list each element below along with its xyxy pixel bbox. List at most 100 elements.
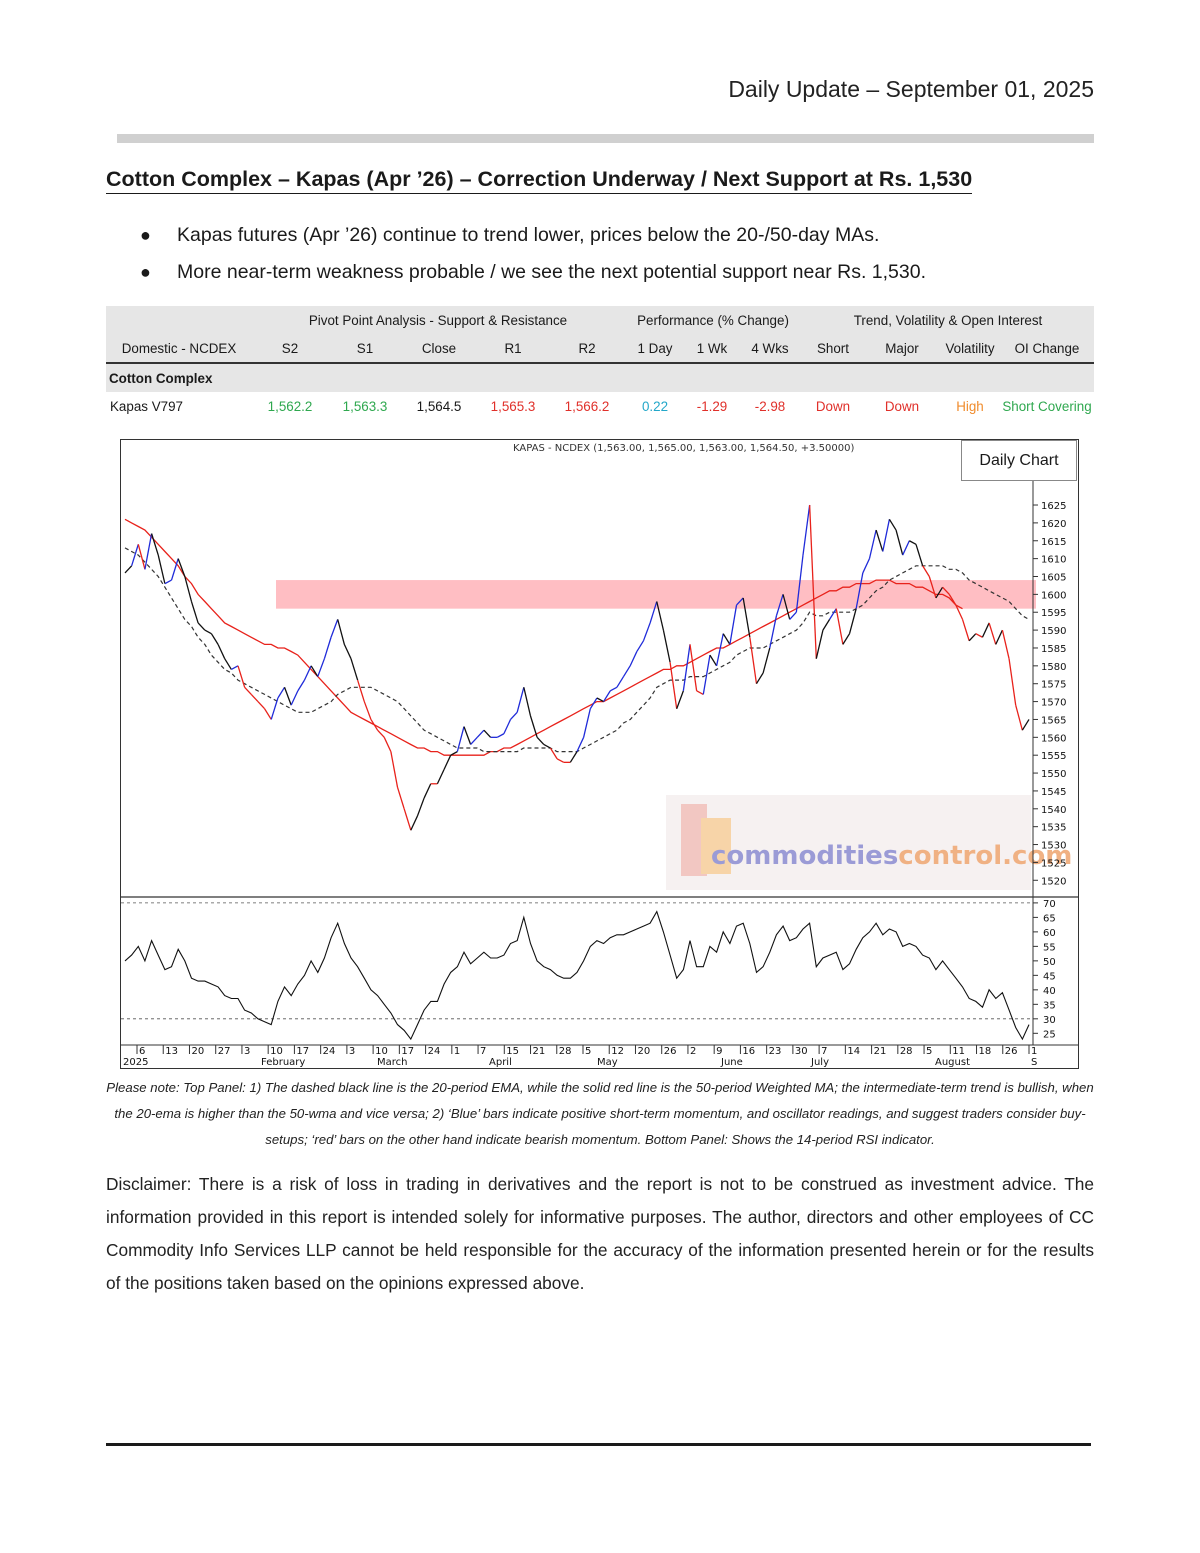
price-segment	[330, 619, 339, 638]
x-day-label: 12	[611, 1046, 624, 1057]
column-header: 1 Day	[624, 334, 686, 364]
x-day-label: 30	[795, 1046, 808, 1057]
price-tick-label: 1535	[1041, 823, 1066, 834]
column-header: Domestic - NCDEX	[106, 334, 252, 364]
bullet-item: ● Kapas futures (Apr ’26) continue to tre…	[140, 224, 880, 246]
bullet-dot-icon: ●	[140, 262, 151, 282]
x-day-label: 17	[296, 1046, 309, 1057]
price-segment	[403, 808, 412, 831]
group-header-performance: Performance (% Change)	[624, 306, 802, 334]
price-tick-label: 1565	[1041, 715, 1066, 726]
price-segment	[257, 701, 266, 710]
price-segment	[337, 619, 345, 645]
price-segment	[822, 619, 831, 631]
price-segment	[244, 686, 252, 695]
chart-type-label: Daily Chart	[961, 440, 1077, 481]
price-segment	[636, 640, 645, 652]
column-header: 4 Wks	[738, 334, 802, 364]
price-tick-label: 1580	[1041, 662, 1066, 673]
volatility-value: High	[956, 398, 984, 414]
price-tick-label: 1625	[1041, 501, 1066, 512]
price-tick-label: 1590	[1041, 626, 1066, 637]
price-segment	[815, 629, 824, 659]
x-month-label: August	[935, 1057, 970, 1068]
chart-header-text: KAPAS - NCDEX (1,563.00, 1,565.00, 1,563…	[513, 443, 854, 454]
price-segment	[177, 558, 186, 577]
price-segment	[715, 633, 724, 666]
report-date: Daily Update – September 01, 2025	[728, 76, 1094, 102]
x-day-label: 14	[847, 1046, 860, 1057]
bullet-item: ● More near-term weakness probable / we s…	[140, 261, 926, 283]
price-segment	[1008, 658, 1017, 706]
pivot-table: Pivot Point Analysis - Support & Resista…	[106, 306, 1094, 420]
price-segment	[224, 658, 232, 670]
report-title: Cotton Complex – Kapas (Apr ’26) – Corre…	[106, 167, 973, 194]
x-day-label: 17	[401, 1046, 414, 1057]
x-month-label: May	[597, 1057, 618, 1068]
price-segment	[317, 658, 326, 677]
rsi-tick-label: 70	[1043, 899, 1056, 910]
price-segment	[157, 554, 166, 584]
price-segment	[237, 665, 246, 688]
price-segment	[423, 783, 432, 799]
price-segment	[1015, 704, 1023, 731]
rsi-tick-label: 25	[1043, 1029, 1056, 1040]
price-segment	[137, 544, 146, 570]
chart-canvas: commoditiescontrol.com KAPAS - NCDEX (1,…	[121, 443, 1078, 1068]
price-segment	[842, 633, 851, 645]
price-segment	[676, 690, 684, 709]
x-day-label: 6	[139, 1046, 145, 1057]
column-header: S2	[252, 334, 328, 364]
price-segment	[190, 601, 199, 624]
price-segment	[131, 544, 139, 566]
price-segment	[802, 504, 811, 556]
x-day-label: 18	[979, 1046, 992, 1057]
price-segment	[483, 729, 492, 738]
price-segment	[729, 604, 738, 645]
x-month-label: S	[1031, 1057, 1037, 1068]
price-segment	[310, 665, 319, 677]
price-segment	[915, 544, 924, 566]
x-day-label: 28	[559, 1046, 572, 1057]
price-segment	[456, 726, 465, 752]
x-day-label: 24	[428, 1046, 441, 1057]
x-day-label: 16	[742, 1046, 755, 1057]
price-segment	[589, 697, 598, 710]
x-day-label: 7	[480, 1046, 486, 1057]
price-tick-label: 1540	[1041, 805, 1066, 816]
x-day-label: 20	[191, 1046, 204, 1057]
perf-4wks: -2.98	[754, 398, 786, 414]
table-row: Kapas V797 1,562.2 1,563.3 1,564.5 1,565…	[106, 392, 1094, 420]
price-segment	[150, 533, 159, 556]
price-segment	[795, 554, 804, 613]
price-segment	[955, 604, 964, 620]
x-day-label: 10	[270, 1046, 283, 1057]
bullet-dot-icon: ●	[140, 225, 151, 245]
price-segment	[682, 644, 691, 691]
price-segment	[450, 751, 458, 756]
price-segment	[942, 586, 950, 595]
header-divider	[117, 134, 1094, 143]
column-header: S1	[328, 334, 402, 364]
rsi-tick-label: 30	[1043, 1015, 1056, 1026]
price-segment	[736, 597, 744, 606]
x-day-label: 13	[165, 1046, 178, 1057]
x-month-label: July	[810, 1057, 829, 1068]
price-segment	[835, 608, 844, 645]
price-segment	[443, 754, 452, 770]
price-segment	[124, 565, 133, 574]
x-day-label: 10	[375, 1046, 388, 1057]
price-segment	[396, 787, 405, 809]
wma-line	[124, 518, 963, 756]
s1-value: 1,563.3	[342, 398, 388, 414]
x-day-label: 3	[349, 1046, 355, 1057]
price-segment	[377, 729, 385, 738]
contract-name: Kapas V797	[110, 398, 183, 414]
x-day-label: 21	[533, 1046, 546, 1057]
price-segment	[669, 662, 678, 709]
x-month-label: 2025	[123, 1057, 148, 1068]
x-day-label: 9	[716, 1046, 722, 1057]
price-segment	[848, 608, 857, 634]
price-segment	[523, 687, 532, 717]
price-segment	[503, 719, 512, 735]
